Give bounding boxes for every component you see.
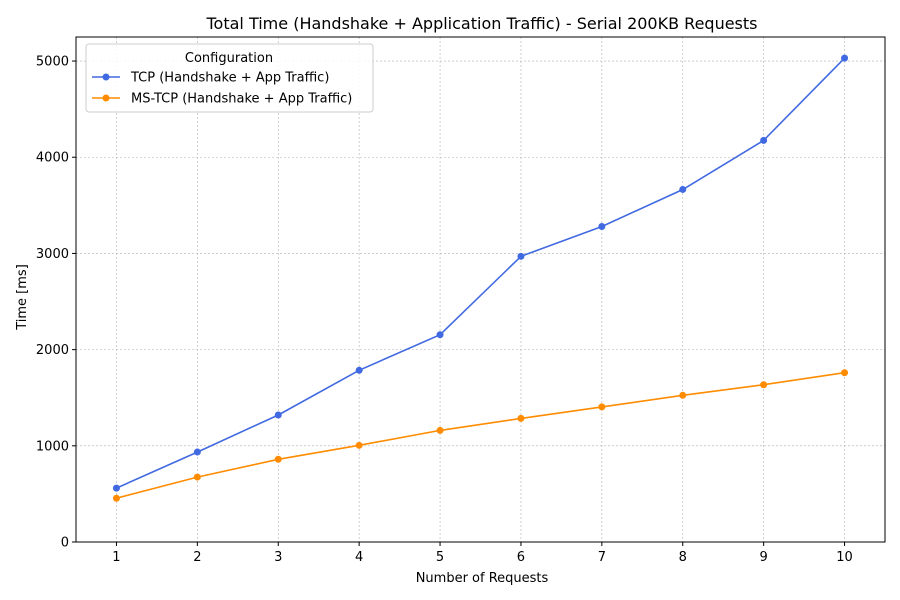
legend-entry: TCP (Handshake + App Traffic) xyxy=(92,71,329,86)
x-tick-label: 8 xyxy=(679,550,687,565)
x-tick-label: 4 xyxy=(355,550,363,565)
y-tick-label: 1000 xyxy=(36,439,69,454)
y-tick-label: 5000 xyxy=(36,55,69,70)
grid xyxy=(76,37,885,543)
data-point xyxy=(760,136,768,144)
legend-box xyxy=(85,43,374,113)
legend-title: Configuration xyxy=(185,51,273,66)
data-point xyxy=(679,185,687,193)
series-layer xyxy=(112,54,849,502)
data-point xyxy=(841,369,849,377)
x-tick-label: 5 xyxy=(436,550,444,565)
data-point xyxy=(112,484,120,492)
x-tick-label: 1 xyxy=(112,550,120,565)
series-line xyxy=(116,57,846,489)
y-axis-label: Time [ms] xyxy=(15,264,30,331)
data-point xyxy=(841,54,849,62)
legend-entry: MS-TCP (Handshake + App Traffic) xyxy=(92,92,352,107)
x-tick-label: 2 xyxy=(193,550,201,565)
legend: Configuration TCP (Handshake + App Traff… xyxy=(85,43,374,113)
x-tick-label: 3 xyxy=(274,550,282,565)
data-point xyxy=(193,473,201,481)
legend-label: TCP (Handshake + App Traffic) xyxy=(130,71,329,86)
y-tick-label: 2000 xyxy=(36,343,69,358)
y-tick-label: 4000 xyxy=(36,151,69,166)
x-tick-label: 7 xyxy=(598,550,606,565)
data-point xyxy=(436,426,444,434)
plot-frame xyxy=(75,36,886,543)
x-tick-label: 9 xyxy=(760,550,768,565)
series-2 xyxy=(112,369,849,502)
legend-entries: TCP (Handshake + App Traffic) MS-TCP (Han… xyxy=(92,71,352,107)
data-point xyxy=(193,448,201,456)
legend-label: MS-TCP (Handshake + App Traffic) xyxy=(131,92,352,107)
y-tick-label: 3000 xyxy=(36,247,69,262)
legend-swatch-marker xyxy=(102,73,110,81)
data-point xyxy=(112,494,120,502)
x-tick-label: 10 xyxy=(836,550,853,565)
x-tick-label: 6 xyxy=(517,550,525,565)
legend-swatch-marker xyxy=(102,94,110,102)
data-point xyxy=(517,252,525,260)
y-tick-label: 0 xyxy=(61,536,69,551)
data-point xyxy=(436,331,444,339)
x-axis-label: Number of Requests xyxy=(416,571,549,586)
series-line xyxy=(116,371,845,499)
data-point xyxy=(274,455,282,463)
data-point xyxy=(760,381,768,389)
data-point xyxy=(355,366,363,374)
data-point xyxy=(679,391,687,399)
axes: 1 2 3 4 5 6 7 8 9 10 0 1000 2000 3000 4000 5000 xyxy=(36,55,853,565)
data-point xyxy=(598,222,606,230)
series-1 xyxy=(112,54,849,492)
data-point xyxy=(355,441,363,449)
data-point xyxy=(274,411,282,419)
chart-title: Total Time (Handshake + Application Traf… xyxy=(206,14,758,33)
data-point xyxy=(598,403,606,411)
data-point xyxy=(517,414,525,422)
